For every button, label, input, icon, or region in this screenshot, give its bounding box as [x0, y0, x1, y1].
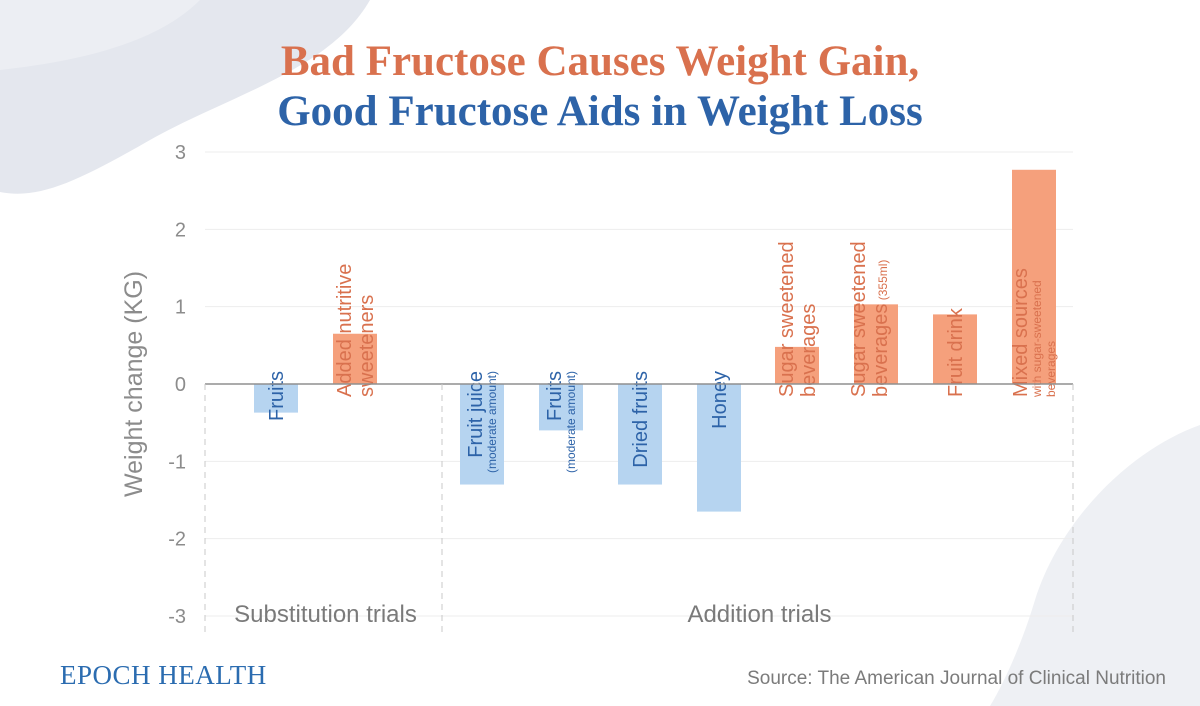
bar-label: Added nutritive sweeteners: [334, 264, 378, 397]
bar-label-text: sweeteners: [356, 295, 378, 397]
bar-label: Fruit juice(moderate amount): [465, 371, 499, 473]
bar-label-text: Added nutritive: [334, 264, 356, 397]
y-tick-label: 3: [175, 142, 186, 164]
bar-label-text: Dried fruits: [630, 371, 652, 468]
bar: [254, 384, 298, 413]
source-note: Source: The American Journal of Clinical…: [747, 668, 1166, 689]
y-tick-label: -2: [168, 529, 186, 551]
bar-label: Honey: [709, 371, 731, 429]
bar-sublabel: beverages: [1044, 341, 1058, 397]
bar-label-text: Fruit drink: [945, 307, 967, 397]
title-line-good: Good Fructose Aids in Weight Loss: [277, 88, 923, 135]
bar: [697, 384, 741, 512]
bar-label: Sugar sweetened beverages (355ml): [848, 241, 892, 397]
y-tick-label: 2: [175, 219, 186, 241]
bar: [775, 346, 819, 384]
bar-label-text: Fruit juice: [465, 371, 487, 458]
bar-label: Sugar sweetened beverages: [776, 241, 820, 397]
bar-sublabel: (moderate amount): [564, 371, 578, 473]
bar-label-text: Sugar sweetened: [776, 241, 798, 397]
bar-label-text: beverages (355ml): [870, 260, 892, 397]
group-label: Addition trials: [687, 601, 831, 628]
top-left-blob-light: [0, 0, 200, 70]
bar-label-text: beverages: [798, 304, 820, 397]
bars: [254, 169, 1056, 512]
bar: [539, 384, 583, 431]
y-tick-label: -3: [168, 606, 186, 628]
bar: [933, 314, 977, 384]
bar-label: Fruit drink: [945, 307, 967, 397]
bar-label-text: Mixed sources: [1010, 268, 1032, 397]
bar: [1012, 169, 1056, 384]
bar-sublabel: (moderate amount): [485, 371, 499, 473]
brand-logo: EPOCH HEALTH: [60, 660, 267, 690]
bar-label-text: Fruits: [266, 371, 288, 421]
bar: [854, 304, 898, 384]
bar-label-text: Sugar sweetened: [848, 241, 870, 397]
bar: [618, 384, 662, 485]
bar-sublabel: with sugar-sweetened: [1030, 280, 1044, 398]
axes: 3 2 1 0 -1 -2 -3 Weight change (KG) Substitution…: [120, 142, 1074, 634]
bottom-right-blob: [990, 425, 1200, 706]
bar-label: Fruits: [266, 371, 288, 421]
y-axis-title: Weight change (KG): [120, 271, 148, 497]
bar: [460, 384, 504, 485]
y-tick-label: 1: [175, 297, 186, 319]
bar: [333, 333, 377, 384]
bar-label-text: Fruits: [544, 371, 566, 421]
bar-label-text: Honey: [709, 371, 731, 429]
y-tick-label: 0: [175, 374, 186, 396]
y-tick-label: -1: [168, 451, 186, 473]
bar-label: Dried fruits: [630, 371, 652, 468]
group-label: Substitution trials: [234, 601, 417, 628]
title-line-bad: Bad Fructose Causes Weight Gain,: [280, 38, 920, 85]
